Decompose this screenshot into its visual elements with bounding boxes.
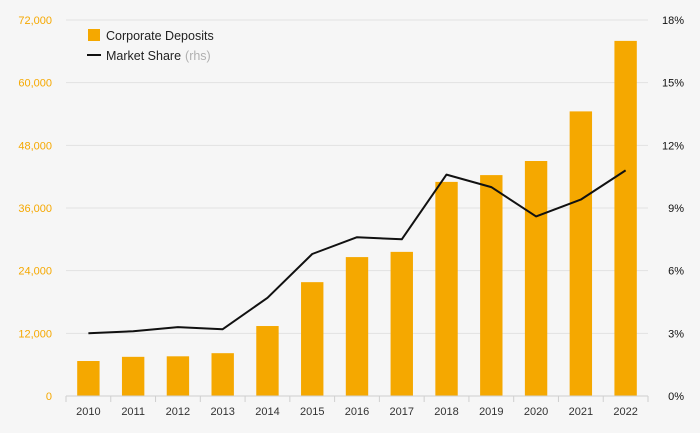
y-right-tick-label: 18% (662, 15, 684, 27)
bar (77, 361, 100, 396)
legend-swatch-corporate-deposits (88, 29, 100, 41)
legend-label-market-share: Market Share (rhs) (106, 49, 211, 63)
y-left-tick-label: 72,000 (18, 15, 52, 27)
y-right-tick-label: 3% (668, 328, 684, 340)
y-right-tick-label: 0% (668, 391, 684, 403)
bar (345, 257, 369, 396)
x-tick-label: 2013 (210, 406, 234, 418)
y-right-tick-label: 6% (668, 266, 684, 278)
x-tick-label: 2019 (479, 406, 503, 418)
bar (166, 356, 190, 396)
x-tick-label: 2021 (569, 406, 593, 418)
legend-name-market-share: Market Share (106, 49, 181, 63)
legend-note-rhs: (rhs) (185, 49, 211, 63)
bar (614, 40, 637, 397)
x-tick-label: 2010 (76, 406, 100, 418)
y-left-tick-label: 60,000 (18, 78, 52, 90)
y-left-tick-label: 12,000 (18, 328, 52, 340)
x-tick-label: 2016 (345, 406, 369, 418)
y-left-tick-label: 0 (46, 391, 52, 403)
bar (569, 111, 593, 396)
legend: Corporate Deposits Market Share (rhs) (87, 29, 214, 63)
y-left-tick-label: 36,000 (18, 203, 52, 215)
bar (435, 181, 458, 396)
bar (121, 356, 145, 396)
legend-label-corporate-deposits: Corporate Deposits (106, 29, 214, 43)
y-left-tick-label: 24,000 (18, 266, 52, 278)
y-right-tick-label: 9% (668, 203, 684, 215)
line-series (88, 169, 627, 335)
y-right-tick-label: 15% (662, 78, 684, 90)
gridlines (66, 19, 648, 334)
bar (390, 251, 413, 396)
y-left-tick-label: 48,000 (18, 140, 52, 152)
x-tick-label: 2018 (434, 406, 458, 418)
x-tick-label: 2014 (255, 406, 279, 418)
bar-series (77, 40, 637, 397)
bar (256, 326, 279, 396)
x-tick-label: 2012 (166, 406, 190, 418)
x-tick-label: 2017 (390, 406, 414, 418)
bar (480, 175, 503, 396)
y-right-tick-label: 12% (662, 140, 684, 152)
bar (301, 282, 324, 396)
x-tick-label: 2020 (524, 406, 548, 418)
x-tick-label: 2015 (300, 406, 324, 418)
x-tick-label: 2022 (613, 406, 637, 418)
bar (211, 353, 234, 396)
bar (524, 161, 548, 396)
x-tick-label: 2011 (121, 406, 145, 418)
axes: 0 12,000 24,000 36,000 48,000 60,000 72,000 0% 3… (18, 15, 684, 418)
